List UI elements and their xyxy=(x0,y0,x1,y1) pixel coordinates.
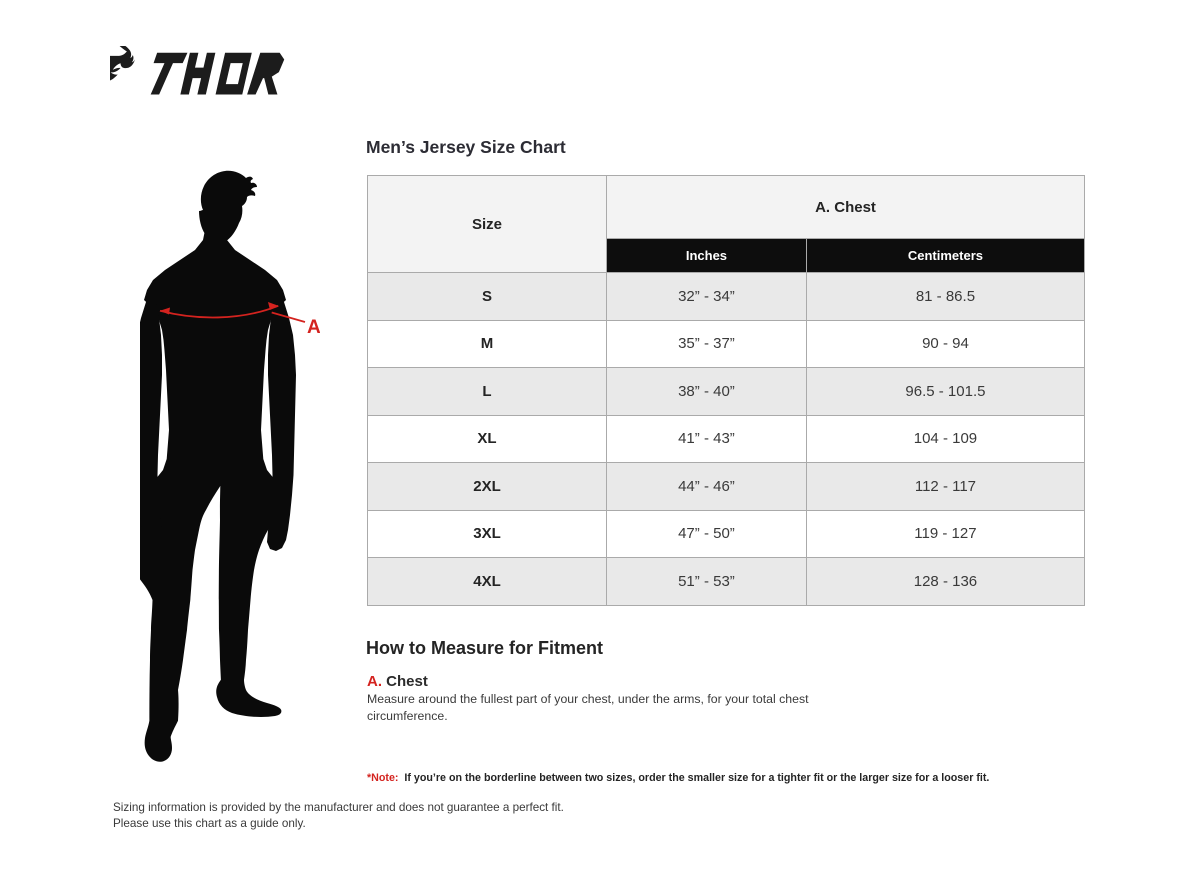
svg-text:A: A xyxy=(307,317,320,338)
